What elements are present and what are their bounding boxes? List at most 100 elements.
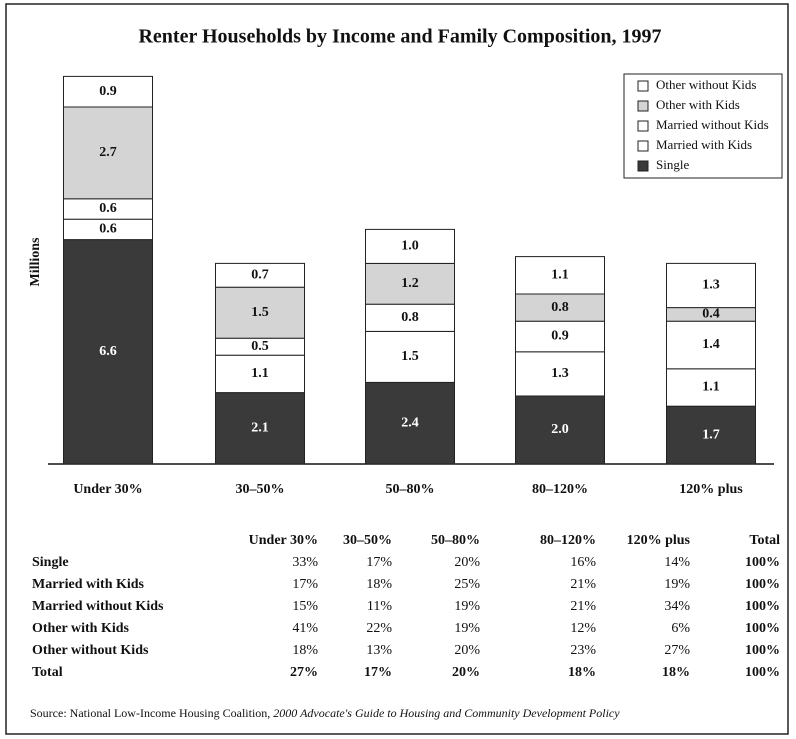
bar-segment (215, 262, 305, 288)
table-cell: 12% (570, 621, 596, 636)
bar-segment (365, 228, 455, 264)
bar-segment (515, 293, 605, 322)
legend-swatch (637, 140, 649, 152)
table-cell: 17% (366, 555, 392, 570)
bar-segment (63, 106, 153, 200)
row-label: Other without Kids (32, 643, 149, 658)
legend-label: Other with Kids (656, 97, 740, 112)
data-label: 1.0 (401, 239, 419, 254)
table-cell: 20% (454, 643, 480, 658)
x-tick-label: 80–120% (532, 482, 588, 497)
legend-swatch (637, 120, 649, 132)
row-label: Total (32, 665, 63, 680)
data-label: 1.3 (702, 278, 720, 293)
source: Source: National Low-Income Housing Coal… (30, 706, 620, 720)
data-label: 1.7 (702, 427, 720, 442)
table-cell: 17% (292, 577, 318, 592)
table-cell: 100% (745, 621, 780, 636)
table-cell: 34% (664, 599, 690, 614)
table-cell: 16% (570, 555, 596, 570)
table-cell: 18% (292, 643, 318, 658)
x-tick-label: Under 30% (73, 482, 142, 497)
data-label: 2.4 (401, 415, 419, 430)
legend-label: Other without Kids (656, 77, 756, 92)
legend-swatch (637, 160, 649, 172)
data-label: 0.7 (251, 268, 269, 283)
source-title: 2000 Advocate's Guide to Housing and Com… (273, 706, 620, 720)
table-cell: 11% (367, 599, 392, 614)
table-cell: 100% (745, 555, 780, 570)
table-cell: 33% (292, 555, 318, 570)
legend-box (623, 73, 783, 179)
bar-segment (666, 368, 756, 407)
data-label: 2.7 (99, 145, 117, 160)
data-label: 0.6 (99, 201, 117, 216)
bar-segment (365, 303, 455, 332)
table-cell: 21% (570, 599, 596, 614)
table-cell: 20% (452, 665, 480, 680)
data-label: 1.1 (251, 366, 269, 381)
legend-label: Married without Kids (656, 117, 769, 132)
table-cell: 17% (364, 665, 392, 680)
bar-segment (63, 239, 153, 465)
data-label: 0.8 (401, 310, 419, 325)
table-cell: 18% (662, 665, 690, 680)
table-cell: 18% (568, 665, 596, 680)
table-header: Under 30% (249, 533, 318, 548)
row-label: Married with Kids (32, 577, 145, 592)
data-label: 1.5 (251, 305, 269, 320)
table-header: Total (749, 533, 780, 548)
row-label: Married without Kids (32, 599, 164, 614)
x-tick-label: 120% plus (679, 482, 743, 497)
bar-segment (63, 75, 153, 108)
table-cell: 19% (454, 599, 480, 614)
table-cell: 25% (454, 577, 480, 592)
table-cell: 18% (366, 577, 392, 592)
bar-segment (215, 286, 305, 339)
data-label: 0.9 (551, 329, 569, 344)
data-label: 0.5 (251, 339, 269, 354)
x-tick-label: 50–80% (386, 482, 435, 497)
legend-label: Married with Kids (656, 137, 752, 152)
table-header: 80–120% (540, 533, 596, 548)
bar-segment (215, 354, 305, 394)
data-label: 0.9 (99, 84, 117, 99)
bar-segment (365, 330, 455, 383)
data-label: 1.1 (702, 380, 720, 395)
source-text: Source: National Low-Income Housing Coal… (30, 706, 270, 720)
bar-segment (365, 381, 455, 465)
row-label: Single (32, 555, 69, 570)
bar-segment (515, 320, 605, 353)
data-label: 6.6 (99, 344, 117, 359)
x-tick-label: 30–50% (236, 482, 285, 497)
table-cell: 15% (292, 599, 318, 614)
table-header: 30–50% (343, 533, 392, 548)
table-cell: 100% (745, 665, 780, 680)
data-label: 1.5 (401, 349, 419, 364)
table-cell: 19% (454, 621, 480, 636)
table-cell: 19% (664, 577, 690, 592)
data-label: 0.6 (99, 222, 117, 237)
data-label: 1.3 (551, 366, 569, 381)
y-axis-label: Millions (28, 237, 43, 287)
legend-swatch (637, 80, 649, 92)
legend-label: Single (656, 157, 689, 172)
table-cell: 27% (664, 643, 690, 658)
table-cell: 23% (570, 643, 596, 658)
table-cell: 27% (290, 665, 318, 680)
data-label: 0.8 (551, 300, 569, 315)
bar-segment (515, 256, 605, 295)
data-label: 1.2 (401, 276, 419, 291)
chart-title: Renter Households by Income and Family C… (138, 26, 661, 48)
table-cell: 21% (570, 577, 596, 592)
table-cell: 100% (745, 643, 780, 658)
table-cell: 100% (745, 599, 780, 614)
bar-segment (215, 392, 305, 465)
row-label: Other with Kids (32, 621, 130, 636)
legend-swatch (637, 100, 649, 112)
bar-segment (666, 262, 756, 309)
table-header: 120% plus (627, 533, 691, 548)
bar-segment (365, 262, 455, 305)
table-header: 50–80% (431, 533, 480, 548)
